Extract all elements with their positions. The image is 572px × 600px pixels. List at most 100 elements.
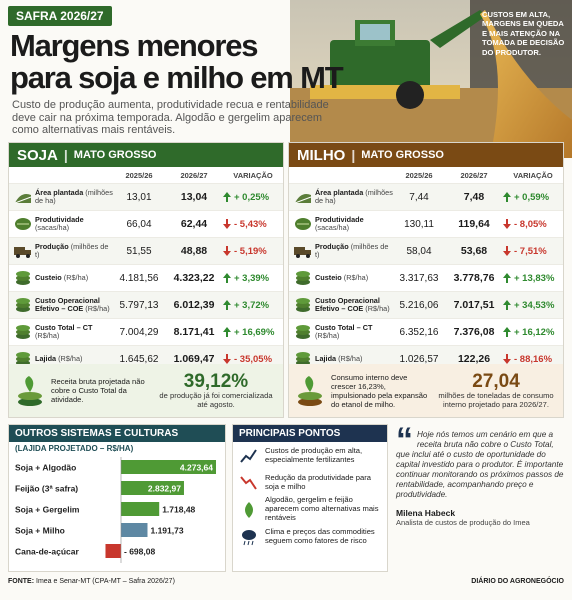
label: Custo Operacional Efetivo – COE — [315, 295, 380, 313]
change: + 0,59% — [503, 192, 563, 203]
value-2026: 8.171,41 — [173, 326, 215, 338]
note-box: Consumo interno deve crescer 16,23%, imp… — [289, 364, 563, 417]
change: - 7,51% — [503, 246, 563, 257]
value-2025: 4.181,56 — [119, 272, 159, 284]
unit: (milhões de ha) — [315, 187, 393, 205]
arrow-shape — [503, 192, 511, 202]
subtitle: Custo de produção aumenta, produtividade… — [12, 99, 329, 136]
change-value: + 16,69% — [234, 326, 275, 338]
column-label: 2025/26 — [125, 170, 153, 180]
table-row: Custeio (R$/ha) 4.181,56 4.323,22 + 3,39% — [9, 264, 283, 291]
value-2026: 4.323,22 — [173, 272, 215, 284]
highlight-box: 27,04 milhões de toneladas de consumo int… — [435, 372, 557, 409]
change: + 13,83% — [503, 273, 563, 284]
arrow-shape — [223, 273, 231, 283]
change-value: + 16,12% — [514, 326, 555, 338]
soja-panel: SOJA | MATO GROSSO 2025/26 2026/27 VARIAÇÃO Ár… — [8, 142, 284, 418]
panel-name: MILHO — [297, 146, 346, 164]
row-label: Produção (milhões de t) — [315, 242, 393, 260]
value-2025: 58,04 — [406, 245, 432, 257]
value-2026: 7,48 — [463, 191, 485, 203]
bar-value: 1.191,73 — [150, 526, 183, 536]
panel-header: MILHO | MATO GROSSO — [289, 143, 563, 167]
value-2025: 3.317,63 — [399, 272, 439, 284]
unit: (R$/ha) — [315, 331, 340, 340]
change-value: - 7,51% — [514, 245, 547, 257]
table-row: Área plantada (milhões de ha) 7,44 7,48 + 0… — [289, 183, 563, 210]
unit: (R$/ha) — [58, 353, 83, 363]
table-row: Produtividade (sacas/ha) 130,11 119,64 - 8,… — [289, 210, 563, 237]
bar-label: Soja + Gergelim — [15, 505, 80, 515]
table-row: Custo Total – CT (R$/ha) 7.004,29 8.171,41… — [9, 318, 283, 345]
highlight-text: milhões de toneladas de consumo interno … — [438, 391, 554, 409]
row-icon — [16, 325, 30, 339]
arrow-shape — [503, 273, 511, 283]
change-value: + 13,83% — [514, 272, 555, 284]
brand: DIÁRIO DO AGRONEGÓCIO — [471, 578, 564, 585]
row-icon — [295, 218, 311, 230]
value-2025: 66,04 — [126, 218, 152, 230]
key-point-icon — [242, 529, 256, 545]
change: - 35,05% — [223, 354, 283, 365]
key-point-text: Custos de produção em alta, especialment… — [265, 445, 363, 464]
value-2026: 7.017,51 — [453, 299, 495, 311]
arrow — [223, 327, 231, 337]
table-row: Área plantada (milhões de ha) 13,01 13,04 +… — [9, 183, 283, 210]
arrow-shape — [223, 246, 231, 256]
key-point: Custos de produção em alta, especialment… — [233, 442, 387, 469]
label: Custeio — [315, 272, 342, 282]
arrow — [223, 300, 231, 310]
row-label: Área plantada (milhões de ha) — [35, 188, 113, 206]
row-label: Custo Operacional Efetivo – COE (R$/ha) — [315, 295, 393, 314]
arrow — [503, 327, 511, 337]
highlight-text: de produção já foi comercializada até ag… — [159, 391, 273, 409]
value-2026: 1.069,47 — [173, 353, 215, 365]
arrow — [223, 354, 231, 364]
row-icon — [14, 194, 32, 204]
arrow — [503, 273, 511, 283]
arrow-shape — [223, 219, 231, 229]
arrow-shape — [503, 219, 511, 229]
key-point-icon — [240, 448, 257, 463]
value-2025: 7.004,29 — [119, 326, 159, 338]
change-value: + 3,72% — [234, 299, 270, 311]
row-icon — [294, 194, 312, 204]
table-body: Área plantada (milhões de ha) 7,44 7,48 + 0… — [289, 183, 563, 372]
arrow-shape — [503, 354, 511, 364]
key-point-text: Redução da produtividade para soja e mil… — [265, 472, 371, 491]
change-value: + 3,39% — [234, 272, 270, 284]
arrow — [223, 219, 231, 229]
label: Produtividade — [315, 214, 364, 224]
table-body: Área plantada (milhões de ha) 13,01 13,04 +… — [9, 183, 283, 372]
column-header: 2025/26 2026/27 VARIAÇÃO — [289, 167, 563, 183]
unit: (R$/ha) — [35, 331, 60, 340]
unit: (R$/ha) — [343, 272, 369, 282]
arrow — [223, 246, 231, 256]
change: - 88,16% — [503, 354, 563, 365]
column-header: 2025/26 2026/27 VARIAÇÃO — [9, 167, 283, 183]
arrow — [223, 273, 231, 283]
key-point: Redução da produtividade para soja e mil… — [233, 469, 387, 496]
quote: “ Hoje nós temos um cenário em que a rec… — [396, 421, 566, 527]
value-2026: 3.778,76 — [453, 272, 495, 284]
label: Custo Operacional Efetivo – COE — [35, 295, 100, 313]
unit: (R$/ha) — [338, 353, 363, 363]
arrow-shape — [223, 192, 231, 202]
section-subtitle: (LAJIDA PROJETADO – R$/HA) — [15, 444, 134, 453]
row-icon — [296, 298, 310, 312]
value-2026: 119,64 — [458, 218, 490, 230]
column-label: VARIAÇÃO — [233, 170, 273, 180]
value-2025: 51,55 — [126, 245, 152, 257]
label: Produção — [35, 241, 69, 251]
note-text: Consumo interno deve crescer 16,23%, imp… — [331, 372, 428, 409]
other-systems: OUTROS SISTEMAS E CULTURAS (LAJIDA PROJE… — [8, 424, 226, 572]
value-2026: 6.012,39 — [173, 299, 215, 311]
row-label: Custo Operacional Efetivo – COE (R$/ha) — [35, 295, 113, 314]
change: + 16,69% — [223, 327, 283, 338]
divider: | — [63, 147, 68, 163]
quote-mark: “ — [396, 421, 413, 459]
row-icon — [294, 247, 311, 258]
value-2025: 1.645,62 — [119, 353, 159, 365]
key-points: PRINCIPAIS PONTOS Custos de produção em … — [232, 424, 388, 572]
panel-name: SOJA — [17, 146, 58, 164]
